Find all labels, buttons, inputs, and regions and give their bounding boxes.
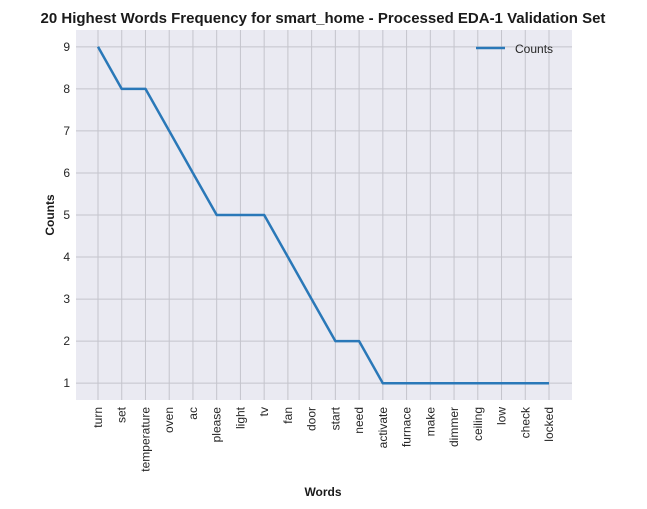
- x-tick-label: low: [495, 407, 509, 425]
- legend: Counts: [476, 42, 553, 56]
- x-tick-label: locked: [542, 407, 556, 442]
- x-tick-label: furnace: [400, 407, 414, 447]
- y-tick-label: 5: [63, 208, 70, 222]
- x-tick-label: make: [423, 407, 437, 437]
- legend-label: Counts: [515, 42, 553, 56]
- x-tick-label: need: [352, 407, 366, 434]
- x-tick-label: please: [210, 407, 224, 443]
- x-tick-label: light: [233, 406, 247, 429]
- y-tick-label: 9: [63, 40, 70, 54]
- y-tick-label: 8: [63, 82, 70, 96]
- y-tick-label: 3: [63, 292, 70, 306]
- y-tick-label: 1: [63, 376, 70, 390]
- x-tick-label: oven: [162, 407, 176, 433]
- x-tick-label: turn: [91, 407, 105, 428]
- x-axis: turn set temperature oven ac please light tv fan…: [91, 406, 556, 472]
- x-tick-label: set: [115, 406, 129, 423]
- series-line-counts: [96, 46, 549, 385]
- x-axis-label: Words: [304, 485, 341, 499]
- x-tick-label: door: [305, 407, 319, 431]
- x-tick-label: check: [518, 406, 532, 438]
- y-axis: 1 2 3 4 5 6 7 8 9: [63, 40, 70, 390]
- x-tick-label: ac: [186, 407, 200, 420]
- x-tick-label: tv: [257, 407, 271, 416]
- series-group: [96, 46, 550, 385]
- x-tick-label: temperature: [138, 407, 152, 472]
- x-tick-label: start: [328, 406, 342, 430]
- y-tick-label: 4: [63, 250, 70, 264]
- y-axis-label: Counts: [43, 194, 57, 236]
- y-tick-label: 6: [63, 166, 70, 180]
- y-tick-label: 2: [63, 334, 70, 348]
- x-tick-label: ceiling: [471, 407, 485, 441]
- y-tick-label: 7: [63, 124, 70, 138]
- x-tick-label: activate: [376, 407, 390, 449]
- x-tick-label: fan: [281, 407, 295, 424]
- chart-title: 20 Highest Words Frequency for smart_hom…: [41, 10, 606, 27]
- x-tick-label: dimmer: [447, 407, 461, 447]
